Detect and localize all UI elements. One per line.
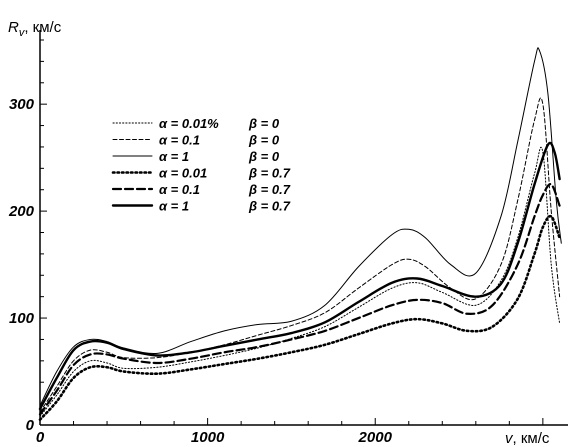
axes bbox=[39, 30, 568, 426]
series-line-5 bbox=[38, 183, 561, 416]
series-line-6 bbox=[38, 141, 561, 411]
legend-beta-label: β = 0 bbox=[248, 149, 280, 164]
y-tick-label: 200 bbox=[8, 203, 35, 220]
legend-beta-label: β = 0 bbox=[248, 133, 280, 148]
series-line-2 bbox=[39, 97, 561, 413]
y-tick-label: 100 bbox=[9, 310, 35, 327]
legend-alpha-label: α = 0.01 bbox=[159, 166, 207, 181]
legend: α = 0.01% β = 0 α = 0.1 β = 0 α = 1 β = 0 α = … bbox=[111, 116, 291, 214]
series-line-1 bbox=[39, 146, 561, 417]
y-axis-label: Rv, км/с bbox=[8, 19, 62, 39]
series-line-4 bbox=[38, 214, 561, 421]
y-tick-label: 0 bbox=[26, 417, 35, 434]
x-axis-label: v, км/с bbox=[505, 430, 550, 447]
legend-alpha-label: α = 1 bbox=[159, 199, 189, 214]
legend-alpha-label: α = 0.1 bbox=[159, 133, 200, 148]
legend-beta-label: β = 0.7 bbox=[248, 166, 291, 181]
legend-alpha-label: α = 1 bbox=[159, 149, 189, 164]
x-tick-label: 0 bbox=[36, 429, 45, 446]
tick-labels: 0 100 200 300 0 1000 2000 bbox=[8, 96, 393, 446]
x-tick-label: 1000 bbox=[191, 429, 225, 446]
legend-beta-label: β = 0.7 bbox=[248, 199, 291, 214]
legend-alpha-label: α = 0.1 bbox=[159, 182, 200, 197]
legend-beta-label: β = 0.7 bbox=[248, 182, 291, 197]
x-tick-label: 2000 bbox=[358, 429, 393, 446]
y-tick-label: 300 bbox=[9, 96, 35, 113]
legend-alpha-label: α = 0.01% bbox=[159, 116, 219, 131]
series-line-3 bbox=[39, 47, 562, 407]
series-lines bbox=[38, 47, 562, 421]
legend-beta-label: β = 0 bbox=[248, 116, 280, 131]
